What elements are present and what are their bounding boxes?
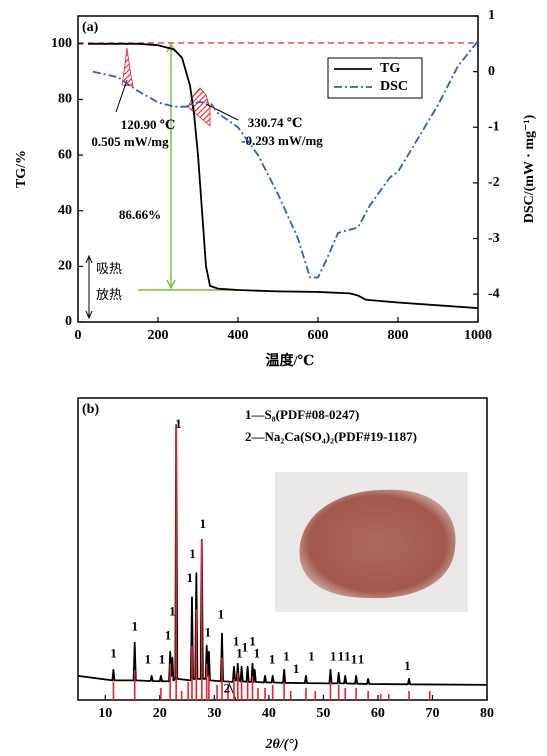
peak-label: 1 (175, 416, 182, 431)
x-tick-label: 60 (371, 706, 385, 721)
peak-label: 1 (351, 652, 358, 667)
y2-tick-label: -3 (488, 231, 500, 246)
powder-photo (299, 489, 456, 599)
peak-label: 1 (254, 646, 261, 661)
peak-label: 1 (205, 625, 212, 640)
peak-label: 1 (218, 606, 225, 621)
peak-label: 1 (404, 658, 411, 673)
peak-label: 1 (269, 652, 276, 667)
series-line (77, 424, 488, 686)
peak-label: 1 (159, 652, 166, 667)
y-tick-label: 20 (58, 259, 72, 274)
y-tick-label: 100 (51, 36, 72, 51)
plot-frame (77, 397, 488, 701)
y-tick-label: 60 (58, 147, 72, 162)
y2-tick-label: -2 (488, 175, 500, 190)
legend-label: TG (380, 61, 400, 76)
legend-text: 2—Na₂Ca(SO₄)₂(PDF#19-1187) (245, 429, 417, 444)
plot-frame (77, 15, 479, 323)
x-tick-label: 10 (98, 706, 112, 721)
x-tick-label: 30 (207, 706, 221, 721)
x-tick-label: 70 (425, 706, 439, 721)
x-tick-label: 600 (308, 328, 329, 343)
peak-label: 1 (131, 619, 138, 634)
peak-label: 1 (145, 652, 152, 667)
peak-area (121, 47, 134, 87)
y2-axis-label: DSC/(mW · mg⁻¹) (522, 114, 537, 223)
y2-tick-label: 1 (488, 8, 495, 23)
x-axis-label: 温度/℃ (266, 352, 315, 369)
peak-label: 1 (200, 516, 207, 531)
annotation: 330.74 ℃ (248, 115, 303, 130)
peak-label: 1 (249, 634, 256, 649)
x-tick-label: 0 (75, 328, 82, 343)
peak-label: 1 (110, 646, 117, 661)
annotation: 吸热 (96, 261, 122, 276)
y-tick-label: 40 (58, 203, 72, 218)
peak-label: 1 (169, 603, 176, 618)
peak-label: 1 (187, 570, 194, 585)
peak-label: 1 (293, 661, 300, 676)
x-tick-label: 80 (480, 706, 494, 721)
annotation: 120.90 ℃ (121, 117, 176, 132)
legend-text: 1—S₈(PDF#08-0247) (245, 407, 359, 422)
x-axis-label: 2θ/(°) (264, 737, 298, 752)
series-line (92, 40, 479, 279)
y2-tick-label: -4 (488, 286, 500, 301)
peak-area (187, 87, 211, 127)
peak-label: 1 (233, 634, 240, 649)
series-line (88, 42, 479, 309)
legend-box (327, 57, 423, 99)
x-tick-label: 20 (153, 706, 167, 721)
pointer (228, 682, 237, 701)
peak-label: 1 (236, 646, 243, 661)
peak-label: 1 (358, 652, 365, 667)
x-tick-label: 50 (316, 706, 330, 721)
peak-label: 1 (344, 649, 351, 664)
peak-label: 1 (165, 628, 172, 643)
y-tick-label: 0 (65, 314, 72, 329)
x-tick-label: 1000 (464, 328, 492, 343)
y2-tick-label: 0 (488, 64, 495, 79)
x-tick-label: 40 (262, 706, 276, 721)
y2-tick-label: -1 (488, 119, 500, 134)
annotation: 86.66% (119, 207, 161, 222)
peak-label: 1 (189, 546, 196, 561)
legend-label: DSC (380, 79, 408, 94)
peak-label: 1 (283, 649, 290, 664)
pointer (115, 79, 128, 113)
annotation: -0.293 mW/mg (241, 133, 323, 148)
x-tick-label: 800 (388, 328, 409, 343)
x-tick-label: 400 (228, 328, 249, 343)
peak-label: 1 (330, 649, 337, 664)
y-tick-label: 80 (58, 92, 72, 107)
peak-label: 1 (242, 640, 249, 655)
x-tick-label: 200 (148, 328, 169, 343)
panel-label: (b) (82, 402, 99, 417)
annotation: 放热 (96, 287, 122, 302)
peak-label: 1 (338, 649, 345, 664)
annotation: 0.505 mW/mg (91, 134, 169, 149)
pointer (205, 103, 239, 121)
peak-label: 1 (308, 649, 315, 664)
panel-label: (a) (82, 20, 99, 35)
peak-label: 2 (224, 680, 231, 695)
y-axis-label: TG/% (14, 150, 29, 188)
arrow-head (85, 254, 93, 320)
